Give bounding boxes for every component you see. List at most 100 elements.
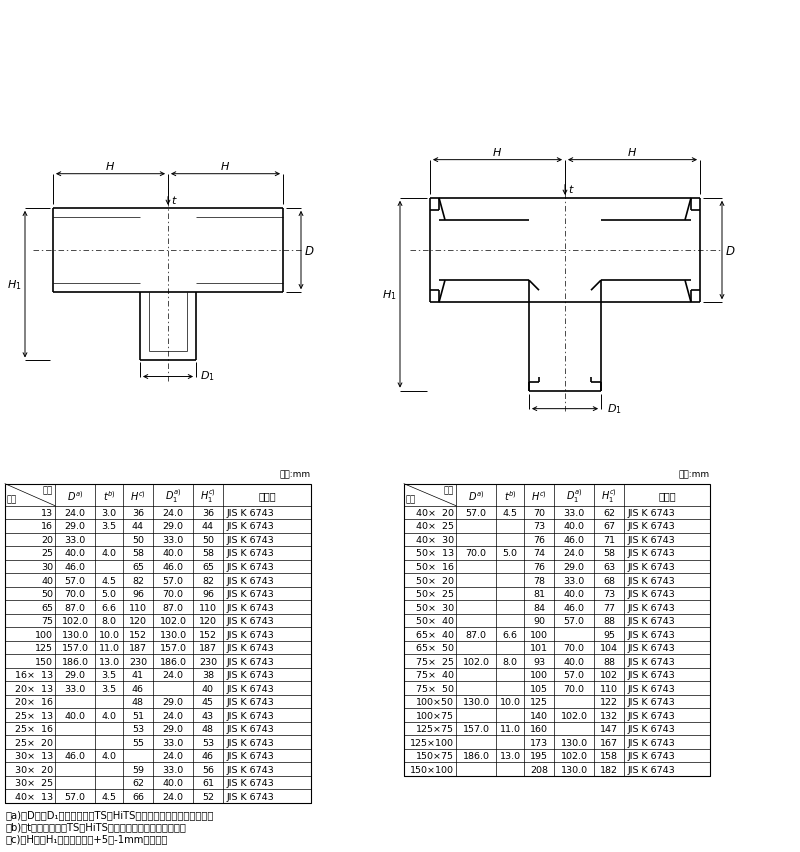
Text: 56: 56 <box>202 765 214 774</box>
Text: 8.0: 8.0 <box>502 657 518 665</box>
Text: 93: 93 <box>533 657 545 665</box>
Bar <box>404 484 710 776</box>
Text: 68: 68 <box>603 576 615 584</box>
Text: 100×50: 100×50 <box>416 697 454 706</box>
Text: JIS K 6743: JIS K 6743 <box>628 724 676 734</box>
Text: 102.0: 102.0 <box>462 657 490 665</box>
Text: 呢径: 呢径 <box>7 495 18 504</box>
Text: 41: 41 <box>132 671 144 679</box>
Text: $D_1^{a)}$: $D_1^{a)}$ <box>566 486 582 504</box>
Text: 40.0: 40.0 <box>65 711 86 720</box>
Text: 77: 77 <box>603 603 615 612</box>
Text: 125×100: 125×100 <box>410 738 454 747</box>
Text: $H$: $H$ <box>627 146 638 158</box>
Text: 100: 100 <box>35 630 53 639</box>
Text: 58: 58 <box>132 549 144 558</box>
Text: 195: 195 <box>530 751 548 760</box>
Text: 186.0: 186.0 <box>462 751 490 760</box>
Text: JIS K 6743: JIS K 6743 <box>628 616 676 625</box>
Text: JIS K 6743: JIS K 6743 <box>227 590 274 598</box>
Text: $D_1$: $D_1$ <box>607 401 622 415</box>
Text: 40.0: 40.0 <box>563 522 585 531</box>
Text: 65×  40: 65× 40 <box>416 630 454 639</box>
Text: 147: 147 <box>600 724 618 734</box>
Text: 57.0: 57.0 <box>563 616 585 625</box>
Text: JIS K 6743: JIS K 6743 <box>227 549 274 558</box>
Text: 50: 50 <box>132 535 144 544</box>
Text: 70.0: 70.0 <box>162 590 183 598</box>
Text: 120: 120 <box>129 616 147 625</box>
Text: 102.0: 102.0 <box>159 616 186 625</box>
Text: JIS K 6743: JIS K 6743 <box>628 509 676 517</box>
Text: 130.0: 130.0 <box>62 630 89 639</box>
Text: JIS K 6743: JIS K 6743 <box>628 697 676 706</box>
Text: 24.0: 24.0 <box>162 751 183 760</box>
Text: 140: 140 <box>530 711 548 720</box>
Text: 50×  30: 50× 30 <box>416 603 454 612</box>
Text: 100: 100 <box>530 671 548 679</box>
Text: 120: 120 <box>199 616 217 625</box>
Text: 76: 76 <box>533 562 545 572</box>
Text: 48: 48 <box>202 724 214 734</box>
Text: JIS K 6743: JIS K 6743 <box>227 697 274 706</box>
Text: 20×  13: 20× 13 <box>15 684 53 693</box>
Text: JIS K 6743: JIS K 6743 <box>227 562 274 572</box>
Text: 104: 104 <box>600 643 618 653</box>
Text: 62: 62 <box>132 778 144 787</box>
Text: 96: 96 <box>202 590 214 598</box>
Text: 3.5: 3.5 <box>102 684 117 693</box>
Text: 注c)　H及びH₁の許容差は、+5／-1mmとする。: 注c) H及びH₁の許容差は、+5／-1mmとする。 <box>5 833 167 843</box>
Text: 13.0: 13.0 <box>98 657 119 665</box>
Text: 110: 110 <box>600 684 618 693</box>
Text: 58: 58 <box>202 549 214 558</box>
Text: 4.0: 4.0 <box>102 711 117 720</box>
Text: JIS K 6743: JIS K 6743 <box>628 535 676 544</box>
Text: 82: 82 <box>132 576 144 584</box>
Text: 40.0: 40.0 <box>563 657 585 665</box>
Text: 70.0: 70.0 <box>563 684 585 693</box>
Text: 186.0: 186.0 <box>62 657 89 665</box>
Text: 24.0: 24.0 <box>65 509 86 517</box>
Text: 52: 52 <box>202 792 214 801</box>
Text: 73: 73 <box>533 522 545 531</box>
Text: 88: 88 <box>603 657 615 665</box>
Text: JIS K 6743: JIS K 6743 <box>628 603 676 612</box>
Text: 25: 25 <box>41 549 53 558</box>
Text: 59: 59 <box>132 765 144 774</box>
Text: $D^{a)}$: $D^{a)}$ <box>468 488 484 502</box>
Text: 57.0: 57.0 <box>466 509 486 517</box>
Text: 注b)　tの許容差は、TS・HiTS継手受口共通寸法図による。: 注b) tの許容差は、TS・HiTS継手受口共通寸法図による。 <box>5 821 186 831</box>
Text: 29.0: 29.0 <box>563 562 585 572</box>
Text: JIS K 6743: JIS K 6743 <box>227 724 274 734</box>
Text: 87.0: 87.0 <box>162 603 183 612</box>
Text: 29.0: 29.0 <box>162 724 183 734</box>
Text: 230: 230 <box>199 657 217 665</box>
Text: 規　格: 規 格 <box>258 490 276 500</box>
Text: 96: 96 <box>132 590 144 598</box>
Text: 57.0: 57.0 <box>65 792 86 801</box>
Text: $D^{a)}$: $D^{a)}$ <box>66 488 83 502</box>
Text: 62: 62 <box>603 509 615 517</box>
Text: 46: 46 <box>132 684 144 693</box>
Text: 46.0: 46.0 <box>65 751 86 760</box>
Text: $H$: $H$ <box>106 159 115 171</box>
Text: 78: 78 <box>533 576 545 584</box>
Text: 29.0: 29.0 <box>65 522 86 531</box>
Text: 20: 20 <box>41 535 53 544</box>
Text: 55: 55 <box>132 738 144 747</box>
Text: 102: 102 <box>600 671 618 679</box>
Text: $H_1^{c)}$: $H_1^{c)}$ <box>200 486 216 504</box>
Text: 51: 51 <box>132 711 144 720</box>
Text: 29.0: 29.0 <box>65 671 86 679</box>
Text: 57.0: 57.0 <box>563 671 585 679</box>
Text: 単位:mm: 単位:mm <box>280 470 311 479</box>
Text: $t$: $t$ <box>171 193 178 205</box>
Text: 75: 75 <box>41 616 53 625</box>
Text: 50: 50 <box>41 590 53 598</box>
Text: 65: 65 <box>41 603 53 612</box>
Text: JIS K 6743: JIS K 6743 <box>628 684 676 693</box>
Text: 65: 65 <box>202 562 214 572</box>
Text: 24.0: 24.0 <box>162 792 183 801</box>
Text: 187: 187 <box>199 643 217 653</box>
Text: JIS K 6743: JIS K 6743 <box>227 509 274 517</box>
